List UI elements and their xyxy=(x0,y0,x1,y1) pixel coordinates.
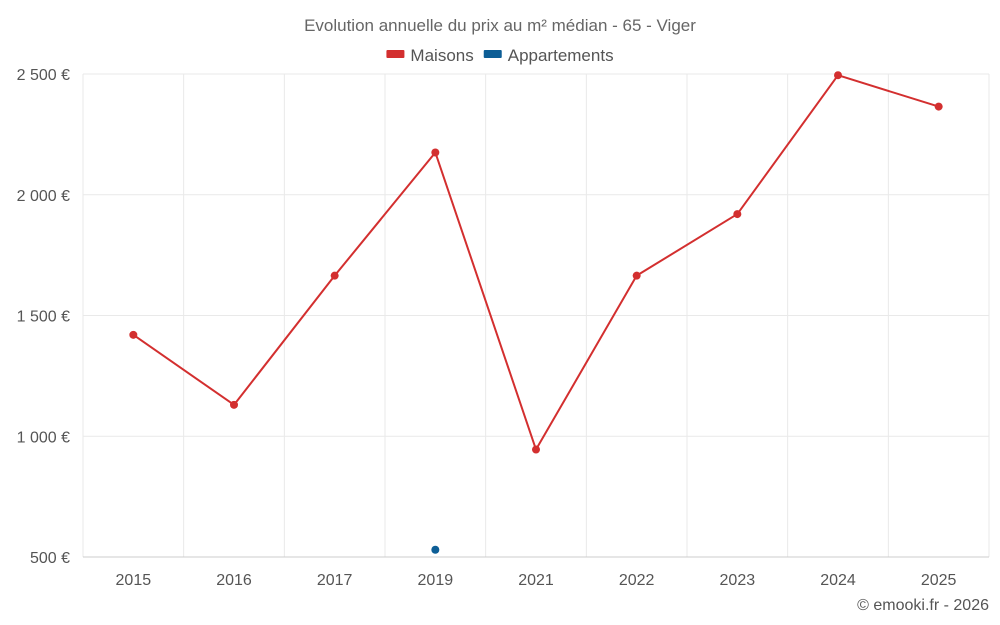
x-tick-label: 2023 xyxy=(720,572,756,589)
legend-swatch xyxy=(483,50,502,58)
chart-title: Evolution annuelle du prix au m² médian … xyxy=(304,16,696,35)
x-axis-labels: 2015 2016 2017 2019 2021 2022 2023 2024 2025 xyxy=(116,572,957,589)
y-tick-label: 1 000 € xyxy=(17,429,70,446)
x-tick-label: 2016 xyxy=(216,572,252,589)
y-tick-label: 2 000 € xyxy=(17,188,70,205)
y-tick-label: 500 € xyxy=(30,550,70,567)
x-tick-label: 2019 xyxy=(418,572,454,589)
x-tick-label: 2022 xyxy=(619,572,655,589)
y-tick-label: 2 500 € xyxy=(17,67,70,84)
data-point-maisons[interactable] xyxy=(934,102,943,111)
legend-label: Appartements xyxy=(508,46,614,65)
data-point-maisons[interactable] xyxy=(129,330,138,339)
data-point-maisons[interactable] xyxy=(230,400,238,409)
y-grid xyxy=(83,73,989,558)
series-line-maisons xyxy=(132,74,939,451)
x-tick-label: 2021 xyxy=(518,572,554,589)
x-tick-label: 2017 xyxy=(317,572,353,589)
legend-item-appartements[interactable]: Appartements xyxy=(483,46,614,65)
data-point-maisons[interactable] xyxy=(834,71,842,80)
legend: Maisons Appartements xyxy=(386,46,614,65)
data-point-maisons[interactable] xyxy=(330,271,339,280)
data-point-maisons[interactable] xyxy=(532,445,540,454)
series-layer xyxy=(129,71,943,554)
x-tick-label: 2024 xyxy=(820,572,856,589)
data-point-maisons[interactable] xyxy=(733,210,742,219)
legend-label: Maisons xyxy=(410,46,473,65)
legend-swatch xyxy=(386,50,405,58)
y-axis-labels: 500 € 1 000 € 1 500 € 2 000 € 2 500 € xyxy=(17,67,70,567)
data-point-maisons[interactable] xyxy=(632,271,641,280)
credit-text: © emooki.fr - 2026 xyxy=(857,597,989,614)
x-tick-label: 2015 xyxy=(116,572,152,589)
data-point-maisons[interactable] xyxy=(431,148,440,157)
legend-item-maisons[interactable]: Maisons xyxy=(386,46,474,65)
data-point-appartements[interactable] xyxy=(431,545,440,554)
y-tick-label: 1 500 € xyxy=(17,309,70,326)
x-tick-label: 2025 xyxy=(921,572,957,589)
